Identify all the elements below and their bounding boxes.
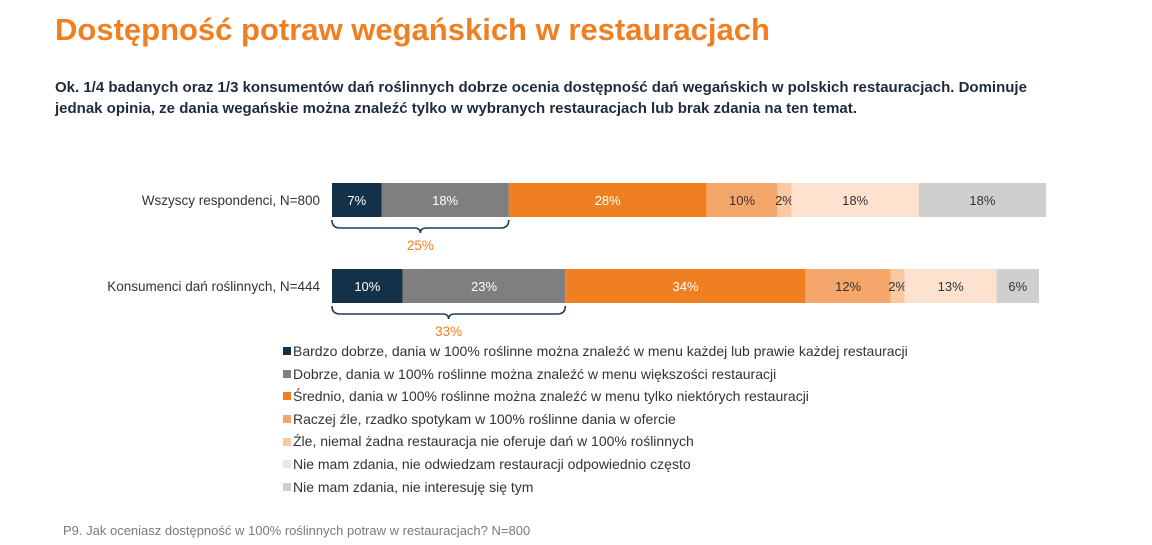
legend-label: Źle, niemal żadna restauracja nie oferuj…: [293, 433, 694, 450]
legend-swatch: [283, 437, 291, 446]
data-label: 10%: [729, 193, 755, 208]
legend-item: Bardzo dobrze, dania w 100% roślinne moż…: [283, 340, 908, 363]
bar-segment: [904, 269, 997, 303]
legend-label: Bardzo dobrze, dania w 100% roślinne moż…: [293, 343, 908, 359]
bar-segment: [996, 269, 1039, 303]
data-label: 13%: [938, 279, 964, 294]
legend-item: Nie mam zdania, nie odwiedzam restauracj…: [283, 453, 908, 476]
stacked-bar-chart: Wszyscy respondenci, N=800 7% 18% 28% 10% 2% 1…: [107, 183, 1047, 339]
data-label: 6%: [1008, 279, 1027, 294]
data-label: 2%: [888, 279, 907, 294]
chart-legend: Bardzo dobrze, dania w 100% roślinne moż…: [283, 340, 908, 498]
bar-segment: [381, 183, 509, 217]
legend-swatch: [283, 415, 291, 424]
legend-item: Źle, niemal żadna restauracja nie oferuj…: [283, 430, 908, 453]
legend-swatch: [283, 369, 291, 378]
bar-segment: [777, 183, 792, 217]
legend-item: Nie mam zdania, nie interesuję się tym: [283, 476, 908, 499]
legend-label: Raczej źle, rzadko spotykam w 100% rośli…: [293, 410, 676, 427]
legend-item: Raczej źle, rzadko spotykam w 100% rośli…: [283, 408, 908, 431]
data-label: 18%: [842, 193, 868, 208]
data-label: 10%: [354, 279, 380, 294]
bracket: [331, 305, 567, 320]
data-label: 28%: [595, 193, 621, 208]
bar-segment: [332, 183, 382, 217]
bar-segment: [402, 269, 566, 303]
page-subtitle: Ok. 1/4 badanych oraz 1/3 konsumentów da…: [55, 79, 1027, 117]
data-label: 18%: [969, 193, 995, 208]
legend-swatch: [283, 482, 291, 491]
data-label: 2%: [775, 193, 794, 208]
footnote: P9. Jak oceniasz dostępność w 100% rośli…: [63, 523, 531, 538]
legend-swatch: [283, 347, 291, 356]
data-label: 12%: [835, 279, 861, 294]
bar-segment: [805, 269, 891, 303]
bar-segment: [706, 183, 778, 217]
bar-segment: [565, 269, 806, 303]
legend-label: Dobrze, dania w 100% roślinne można znal…: [293, 365, 777, 382]
bracket: [331, 219, 510, 234]
legend-swatch: [283, 392, 291, 401]
data-label: 18%: [432, 193, 458, 208]
bar-segment: [918, 183, 1047, 217]
bracket-total-label: 25%: [407, 238, 434, 253]
legend-label: Nie mam zdania, nie odwiedzam restauracj…: [293, 455, 691, 472]
page-title: Dostępność potraw wegańskich w restaurac…: [55, 12, 770, 47]
data-label: 7%: [347, 193, 366, 208]
legend-swatch: [283, 460, 291, 469]
legend-item: Dobrze, dania w 100% roślinne można znal…: [283, 363, 908, 386]
legend-label: Średnio, dania w 100% roślinne można zna…: [293, 388, 809, 405]
bracket-total-label: 33%: [435, 324, 462, 339]
category-label: Konsumenci dań roślinnych, N=444: [107, 279, 320, 294]
category-label: Wszyscy respondenci, N=800: [142, 193, 320, 208]
bar-segment: [508, 183, 707, 217]
legend-item: Średnio, dania w 100% roślinne można zna…: [283, 385, 908, 408]
legend-label: Nie mam zdania, nie interesuję się tym: [293, 478, 534, 495]
bar-segment: [332, 269, 403, 303]
bar-segment: [890, 269, 905, 303]
data-label: 34%: [672, 279, 698, 294]
data-label: 23%: [471, 279, 497, 294]
bar-segment: [791, 183, 919, 217]
